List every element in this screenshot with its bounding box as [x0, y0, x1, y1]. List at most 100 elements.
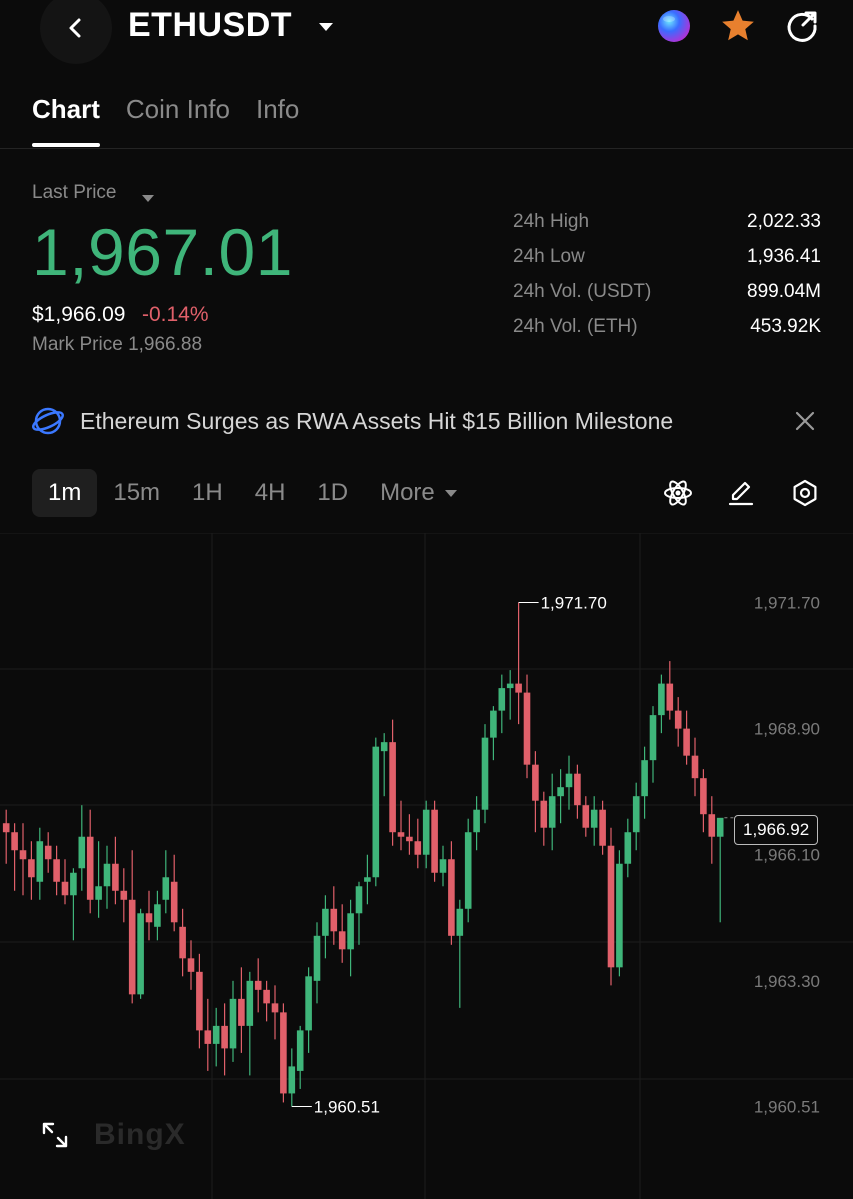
candle: [229, 998, 237, 1049]
expand-icon[interactable]: [40, 1120, 70, 1155]
candle: [238, 998, 245, 1026]
caret-down-icon: [444, 489, 457, 497]
share-icon[interactable]: [782, 6, 822, 46]
candle: [674, 710, 682, 729]
candle: [145, 913, 153, 923]
candle: [389, 742, 396, 833]
y-axis: 1,971.70 1,968.90 1,966.10 1,963.30 1,960.51: [754, 594, 820, 1117]
annotations: 1,971.70 1,960.51: [291, 594, 734, 1116]
candle: [187, 958, 195, 972]
pencil-icon[interactable]: [724, 476, 758, 510]
stat-24h-vol-eth: 24h Vol. (ETH) 453.92K: [513, 309, 821, 344]
candle: [515, 683, 522, 693]
caret-down-icon[interactable]: [318, 20, 334, 38]
interval-1h[interactable]: 1H: [192, 479, 223, 506]
interval-1m[interactable]: 1m: [32, 469, 98, 517]
ai-orb-icon[interactable]: [654, 6, 694, 46]
y-tick-label: 1,963.30: [754, 972, 820, 991]
tab-coin-info[interactable]: Coin Info: [125, 94, 230, 124]
candle: [288, 1066, 296, 1094]
stat-24h-high: 24h High 2,022.33: [513, 204, 821, 239]
candle: [112, 863, 119, 891]
candle: [313, 935, 321, 981]
more-label: More: [380, 479, 435, 506]
settings-hexagon-icon[interactable]: [788, 476, 822, 510]
candlestick-chart[interactable]: 1,971.70 1,960.51 1,971.70 1,968.90 1,966.1…: [0, 533, 853, 1199]
candle: [649, 715, 657, 761]
y-tick-label: 1,966.10: [754, 846, 820, 865]
interval-4h[interactable]: 4H: [254, 479, 286, 506]
back-button[interactable]: [40, 0, 112, 64]
candle: [439, 859, 447, 873]
candle: [540, 800, 548, 828]
candle: [414, 841, 422, 855]
candle: [397, 832, 405, 837]
candle: [448, 859, 455, 936]
mark-price: Mark Price 1,966.88: [32, 334, 203, 355]
candle: [137, 913, 144, 995]
candle: [506, 683, 514, 689]
tab-chart[interactable]: Chart: [32, 94, 100, 147]
candle: [28, 859, 35, 878]
candle: [624, 832, 632, 864]
candle: [322, 908, 329, 936]
tab-info[interactable]: Info: [255, 94, 300, 124]
candle: [632, 796, 640, 833]
star-icon[interactable]: [718, 6, 758, 46]
candle: [422, 809, 430, 855]
candle: [641, 760, 648, 797]
atom-icon[interactable]: [661, 476, 695, 510]
candle: [246, 980, 254, 1026]
candle: [196, 971, 203, 1031]
globe-icon: [32, 405, 64, 442]
candle: [280, 1012, 287, 1094]
candle: [590, 809, 598, 828]
candle: [456, 908, 464, 936]
back-icon: [69, 18, 81, 38]
candle: [44, 845, 52, 860]
candle: [212, 1025, 220, 1044]
candle: [347, 913, 354, 950]
candle: [128, 899, 136, 995]
stat-value: 453.92K: [750, 315, 821, 337]
candle: [296, 1030, 304, 1071]
last-price-label[interactable]: Last Price: [32, 182, 117, 203]
news-headline[interactable]: Ethereum Surges as RWA Assets Hit $15 Bi…: [80, 408, 674, 434]
last-price-value: 1,967.01: [32, 215, 293, 289]
caret-down-icon[interactable]: [142, 190, 154, 208]
stat-label: 24h Low: [513, 245, 585, 267]
candle: [53, 859, 60, 882]
candle: [607, 845, 615, 968]
interval-more[interactable]: More: [364, 469, 473, 517]
candles: [2, 602, 724, 1107]
candle: [70, 872, 77, 896]
candle: [557, 787, 564, 797]
candle: [61, 881, 69, 896]
candle: [330, 908, 338, 932]
price-chart[interactable]: 1,971.70 1,960.51 1,971.70 1,968.90 1,966.1…: [0, 533, 853, 1199]
interval-1d[interactable]: 1D: [317, 479, 349, 506]
candle: [532, 764, 539, 801]
candle: [548, 796, 556, 828]
watermark: BingX: [94, 1118, 186, 1151]
close-icon[interactable]: [794, 410, 816, 437]
candle: [86, 836, 94, 900]
candle: [490, 710, 497, 738]
current-price-tag: 1,966.92: [734, 815, 819, 845]
candle: [658, 683, 665, 716]
candle: [36, 841, 44, 882]
candle: [582, 805, 590, 828]
usd-price: $1,966.09: [32, 303, 126, 326]
candle: [616, 863, 623, 968]
candle: [380, 742, 388, 752]
candle: [372, 746, 380, 878]
trading-pair-title[interactable]: ETHUSDT: [128, 6, 293, 44]
candle: [464, 832, 472, 909]
candle: [364, 877, 371, 882]
interval-15m[interactable]: 15m: [113, 479, 161, 506]
candle: [481, 737, 489, 810]
candle: [406, 836, 413, 842]
stat-24h-vol-usdt: 24h Vol. (USDT) 899.04M: [513, 274, 821, 309]
candle: [599, 809, 606, 846]
stat-value: 2,022.33: [747, 210, 821, 232]
